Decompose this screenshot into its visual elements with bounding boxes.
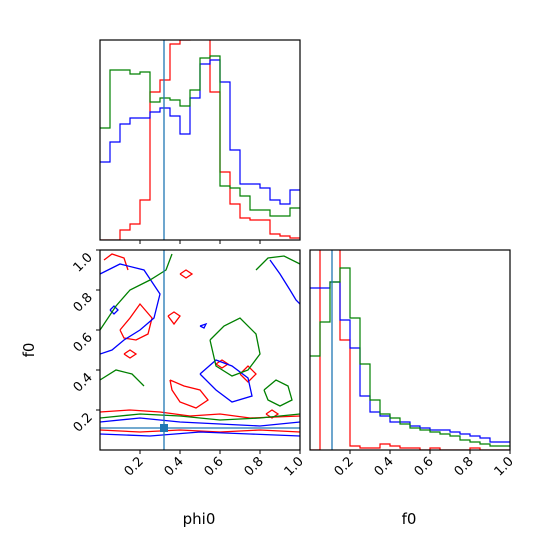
histogram-series-2 — [100, 55, 300, 217]
y-tick-label: 0.8 — [71, 290, 96, 315]
x-tick-label: 0.2 — [332, 454, 357, 479]
axes-frame — [309, 249, 511, 451]
contour-4 — [103, 253, 129, 271]
axes-frame — [99, 39, 301, 241]
x-axis-label-phi0: phi0 — [183, 510, 216, 528]
contour-23 — [100, 369, 145, 387]
contour-20 — [209, 317, 261, 377]
y-tick-label: 0.4 — [71, 370, 96, 395]
phi0-f0-contour-panel: 0.2 0.4 0.6 0.8 1.0 0.2 0.4 0.6 0.8 1.0 — [71, 249, 307, 479]
contour-17 — [199, 322, 208, 329]
contour-11 — [100, 417, 300, 427]
contour-6 — [179, 269, 194, 279]
histogram-series-0 — [100, 40, 300, 240]
contour-1 — [100, 429, 300, 433]
y-tick-label: 0.6 — [71, 330, 96, 355]
axes-frame — [99, 249, 301, 451]
f0-histogram-panel: 0.2 0.4 0.6 0.8 1.0 — [309, 249, 517, 479]
x-axis-label-f0: f0 — [402, 510, 417, 528]
x-tick-label: 0.6 — [202, 454, 227, 479]
histogram-series-2 — [310, 267, 510, 447]
x-tick-label: 0.4 — [162, 454, 187, 479]
x-tick-label: 0.8 — [242, 454, 267, 479]
contour-8 — [123, 349, 138, 359]
contour-13 — [100, 263, 161, 355]
contour-2 — [169, 379, 209, 409]
contour-14 — [199, 359, 253, 403]
y-tick-label: 1.0 — [71, 250, 96, 275]
x-tick-label: 1.0 — [492, 454, 517, 479]
x-tick-label: 1.0 — [282, 454, 307, 479]
phi0-histogram-panel — [99, 39, 301, 244]
truth-marker — [160, 424, 168, 432]
contour-5 — [239, 365, 257, 383]
contour-18 — [100, 413, 300, 421]
contour-19 — [100, 253, 173, 331]
contour-21 — [255, 255, 300, 271]
histogram-series-1 — [310, 281, 510, 443]
contour-15 — [269, 259, 300, 305]
contour-16 — [109, 305, 119, 315]
y-axis-label-f0: f0 — [20, 343, 38, 358]
x-tick-label: 0.8 — [452, 454, 477, 479]
x-tick-label: 0.4 — [372, 454, 397, 479]
contour-12 — [100, 431, 300, 437]
contour-3 — [119, 302, 153, 341]
x-tick-label: 0.2 — [122, 454, 147, 479]
x-tick-label: 0.6 — [412, 454, 437, 479]
contour-22 — [263, 379, 293, 407]
y-tick-label: 0.2 — [71, 410, 96, 435]
histogram-series-0 — [310, 250, 510, 450]
contour-7 — [167, 311, 181, 326]
